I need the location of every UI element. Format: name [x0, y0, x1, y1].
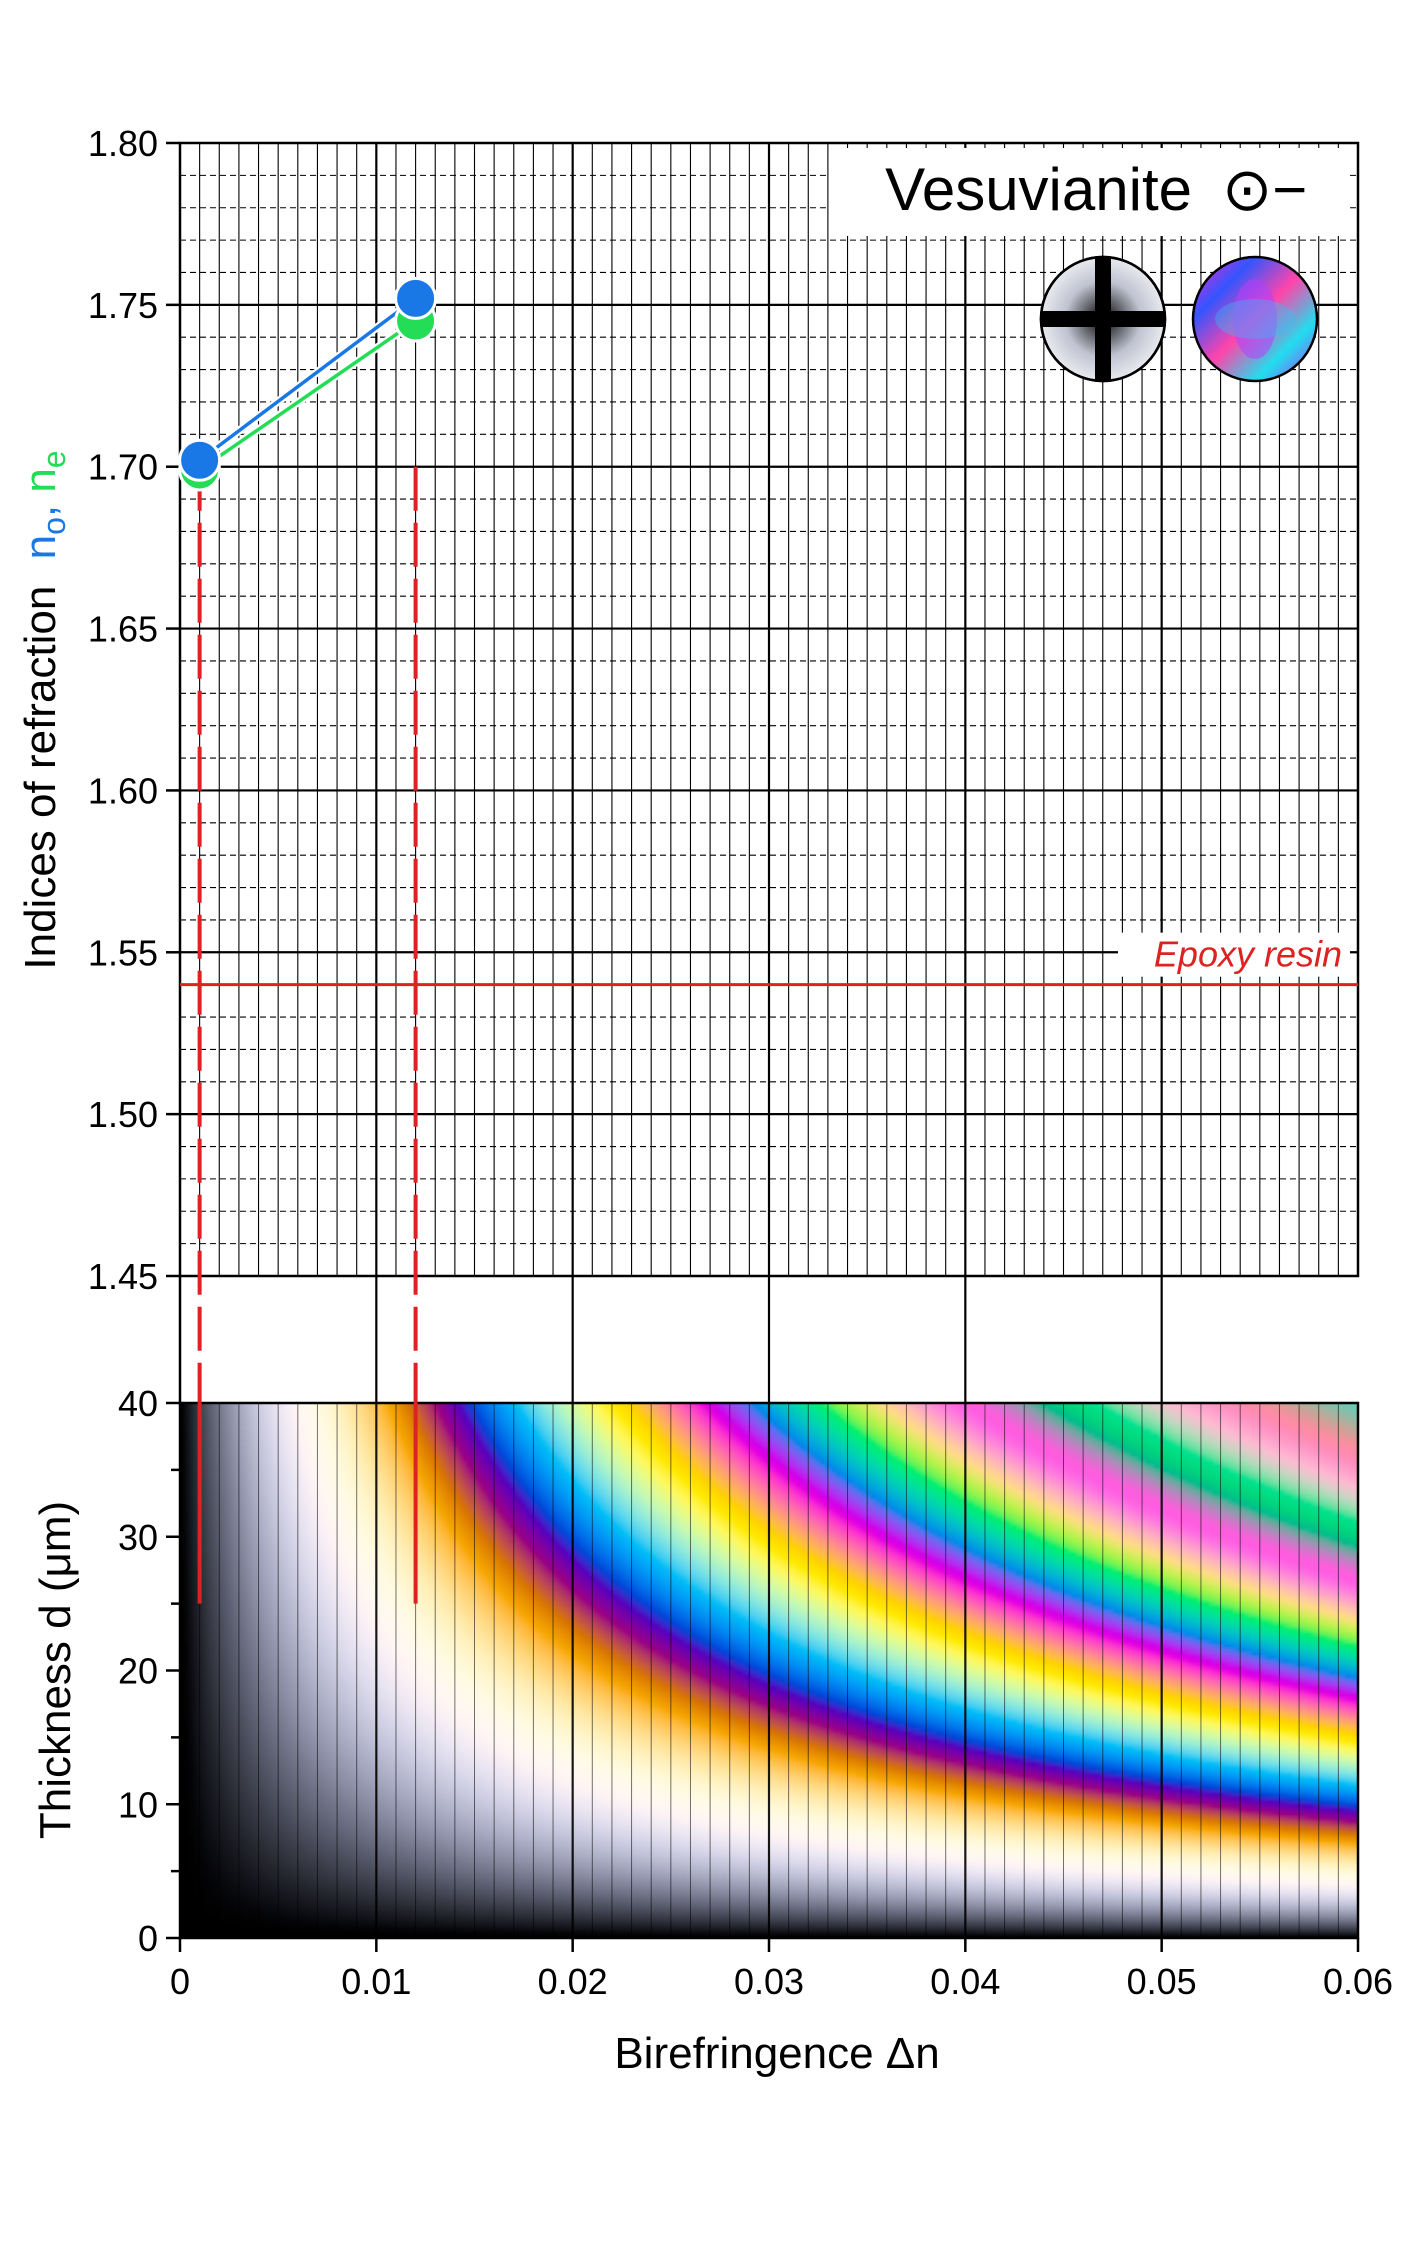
chart-title: Vesuvianite: [885, 156, 1192, 223]
epoxy-label-background: [1118, 932, 1350, 977]
top-y-ticks: 1.45 1.50 1.55 1.60 1.65 1.70 1.75 1.80: [88, 123, 180, 1297]
y-label-ne: n: [16, 468, 65, 492]
y-label-comma: ,: [16, 493, 65, 517]
x-axis-label: Birefringence Δn: [614, 2029, 939, 2078]
dashed-marker-lines: [197, 466, 418, 1604]
y-label-no-sub: o: [36, 517, 72, 535]
x-tick-label: 0.04: [930, 1961, 1000, 2002]
x-tick-label: 0.02: [538, 1961, 608, 2002]
y-tick-label: 1.55: [88, 932, 158, 973]
y-tick-label: 20: [118, 1651, 158, 1692]
x-ticks: 0 0.01 0.02 0.03 0.04 0.05 0.06: [170, 1938, 1393, 2002]
series-line: [198, 296, 417, 462]
top-panel-frame: [178, 141, 1360, 1278]
x-tick-label: 0.05: [1127, 1961, 1197, 2002]
y-label-ne-sub: e: [36, 450, 72, 468]
x-tick-label: 0: [170, 1961, 190, 2002]
svg-text:Indices of refraction no: Indices of refraction no, ne: [16, 450, 72, 969]
y-tick-label: 1.65: [88, 609, 158, 650]
y-tick-label: 10: [118, 1784, 158, 1825]
title-background: [830, 148, 1350, 236]
y-tick-label: 1.60: [88, 770, 158, 811]
epoxy-resin-label: Epoxy resin: [1154, 934, 1342, 975]
series-line: [198, 319, 417, 472]
top-panel-grid: [180, 143, 1358, 1276]
y-tick-label: 1.45: [88, 1256, 158, 1297]
top-y-axis-label: Indices of refraction no, ne: [16, 450, 72, 969]
y-label-main: Indices of refraction: [16, 586, 65, 970]
bottom-y-ticks: 0 10 20 30 40: [118, 1383, 180, 1959]
y-tick-label: 30: [118, 1517, 158, 1558]
data-point: [178, 438, 222, 482]
bottom-panel-grid: [199, 1403, 1339, 1938]
data-point: [394, 276, 438, 320]
conoscopic-figure-colour: [1191, 255, 1319, 383]
data-series: [178, 276, 438, 492]
y-tick-label: 1.75: [88, 285, 158, 326]
x-tick-label: 0.06: [1323, 1961, 1393, 2002]
y-tick-label: 1.80: [88, 123, 158, 164]
y-tick-label: 1.70: [88, 447, 158, 488]
y-label-no: n: [16, 535, 65, 559]
x-tick-label: 0.01: [341, 1961, 411, 2002]
conoscopic-figure-gray: [1039, 255, 1167, 383]
optic-sign-symbol: ⊙−: [1222, 156, 1307, 223]
bottom-y-axis-label: Thickness d (μm): [31, 1501, 80, 1839]
y-tick-label: 40: [118, 1383, 158, 1424]
gap-grid: [375, 1276, 1163, 1403]
x-tick-label: 0.03: [734, 1961, 804, 2002]
y-tick-label: 0: [138, 1918, 158, 1959]
y-tick-label: 1.50: [88, 1094, 158, 1135]
